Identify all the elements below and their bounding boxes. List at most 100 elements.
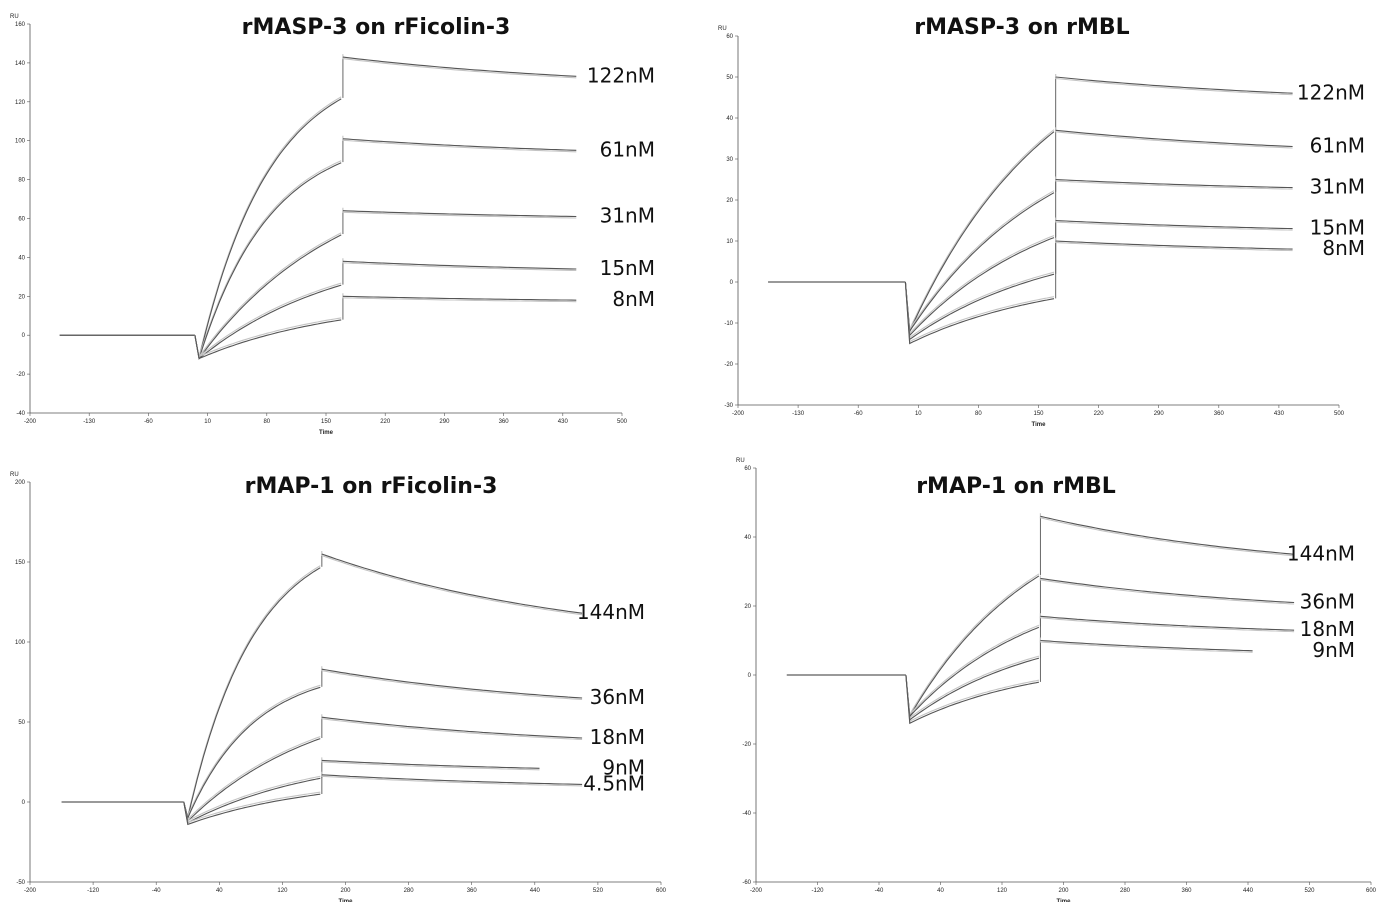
series-label: 122nM: [1297, 80, 1365, 104]
y-tick-label: 100: [15, 139, 26, 145]
series-raw-dissociation: [1055, 176, 1293, 190]
x-tick-label: 80: [975, 411, 982, 417]
series-raw-dissociation: [1055, 74, 1293, 96]
y-tick-label: 40: [18, 255, 25, 261]
series-raw-dissociation: [1039, 513, 1295, 557]
panel-title: rMAP-1 on rFicolin-3: [245, 474, 498, 499]
series-raw-dissociation: [1039, 613, 1295, 633]
y-tick-label: 0: [730, 280, 734, 286]
series-fit-dissociation: [1040, 515, 1295, 555]
x-tick-label: 500: [1334, 411, 1345, 417]
x-axis-label: Time: [1032, 422, 1047, 428]
x-tick-label: 40: [937, 888, 944, 894]
y-tick-label: 80: [18, 178, 25, 184]
x-tick-label: -40: [152, 888, 161, 894]
series-raw-association: [905, 674, 1040, 724]
x-tick-label: 360: [499, 419, 510, 425]
series-fit-association: [905, 626, 1040, 718]
series-fit-association: [194, 98, 342, 359]
series-label: 31nM: [600, 204, 655, 228]
x-tick-label: -60: [854, 411, 863, 417]
series-raw-association: [194, 317, 342, 359]
x-tick-label: -120: [811, 888, 824, 894]
series-fit-dissociation: [321, 774, 583, 785]
series-fit-association: [904, 192, 1055, 333]
x-tick-label: 120: [997, 888, 1008, 894]
series-label: 4.5nM: [583, 771, 645, 795]
x-tick-label: 40: [216, 888, 223, 894]
y-tick-label: 140: [15, 61, 26, 67]
series-fit-dissociation: [342, 138, 577, 151]
y-tick-label: 0: [748, 673, 752, 679]
series-label: 8nM: [1322, 236, 1365, 260]
series-raw-association: [183, 736, 321, 822]
x-axis-label: Time: [339, 899, 354, 902]
y-axis-label: RU: [10, 472, 19, 478]
x-tick-label: 150: [321, 419, 332, 425]
x-tick-label: 600: [656, 888, 667, 894]
series-fit-dissociation: [1040, 639, 1253, 652]
y-tick-label: -20: [16, 372, 25, 378]
series-raw-association: [183, 684, 321, 819]
series-raw-dissociation: [1039, 637, 1253, 653]
series-raw-dissociation: [1055, 217, 1293, 231]
y-tick-label: -40: [742, 811, 751, 817]
y-tick-label: -20: [742, 742, 751, 748]
x-tick-label: 430: [1274, 411, 1285, 417]
y-axis-label: RU: [736, 458, 745, 464]
series-raw-association: [194, 232, 342, 359]
series-fit-association: [183, 567, 321, 819]
series-raw-dissociation: [321, 551, 583, 616]
x-tick-label: -120: [87, 888, 100, 894]
series-label: 36nM: [1300, 590, 1355, 614]
y-tick-label: -10: [724, 321, 733, 327]
x-tick-label: 600: [1366, 888, 1377, 894]
x-tick-label: 440: [530, 888, 541, 894]
series-raw-association: [904, 129, 1055, 332]
series-raw-dissociation: [321, 771, 583, 787]
series-label: 144nM: [1287, 541, 1355, 565]
chart-panel-3: -50 0 50 100 150 200 -200 -120 -40 40 120 200 280 360…: [10, 472, 667, 902]
x-tick-label: 360: [1214, 411, 1225, 417]
series-fit-dissociation: [1055, 240, 1293, 250]
y-tick-label: 120: [15, 100, 26, 106]
series-fit-dissociation: [321, 668, 583, 699]
series-fit-association: [183, 793, 321, 826]
y-tick-label: 160: [15, 22, 26, 28]
x-tick-label: 200: [1058, 888, 1069, 894]
series-fit-dissociation: [342, 260, 577, 270]
series-label: 31nM: [1310, 175, 1365, 199]
series-raw-association: [904, 235, 1055, 336]
y-tick-label: -40: [16, 411, 25, 417]
y-axis-label: RU: [718, 26, 727, 32]
x-tick-label: -200: [24, 419, 37, 425]
x-tick-label: 120: [277, 888, 288, 894]
series-raw-dissociation: [321, 757, 540, 771]
y-tick-label: 0: [22, 800, 26, 806]
y-tick-label: 0: [22, 333, 26, 339]
y-tick-label: 20: [744, 604, 751, 610]
series-raw-association: [905, 573, 1040, 717]
y-tick-label: 60: [726, 34, 733, 40]
x-tick-label: 200: [340, 888, 351, 894]
x-tick-label: -200: [750, 888, 763, 894]
series-raw-dissociation: [342, 54, 577, 79]
series-fit-association: [194, 319, 342, 360]
y-tick-label: 50: [18, 720, 25, 726]
series-label: 15nM: [1310, 216, 1365, 240]
series-raw-association: [183, 565, 321, 819]
series-fit-association: [905, 657, 1040, 721]
y-tick-label: 20: [726, 198, 733, 204]
y-tick-label: 200: [15, 480, 26, 486]
series-fit-dissociation: [342, 210, 577, 218]
x-tick-label: 520: [593, 888, 604, 894]
x-tick-label: 360: [467, 888, 478, 894]
series-raw-association: [904, 271, 1055, 340]
y-tick-label: 60: [744, 466, 751, 472]
y-tick-label: -30: [724, 403, 733, 409]
y-tick-label: 50: [726, 75, 733, 81]
y-tick-label: 40: [726, 116, 733, 122]
x-tick-label: 290: [1154, 411, 1165, 417]
